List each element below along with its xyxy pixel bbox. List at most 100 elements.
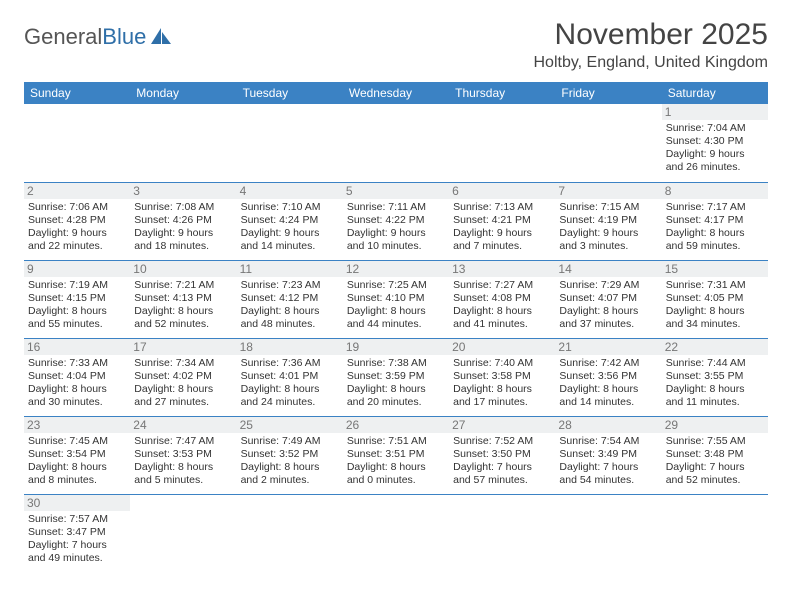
calendar-cell: 2Sunrise: 7:06 AMSunset: 4:28 PMDaylight… [24,182,130,260]
day-number: 10 [130,261,236,277]
day-header: Friday [555,82,661,104]
day-detail-line: Daylight: 9 hours [241,227,339,240]
day-detail-line: and 34 minutes. [666,318,764,331]
day-detail-line: Sunrise: 7:11 AM [347,201,445,214]
header-row: GeneralBlue November 2025 Holtby, Englan… [24,18,768,72]
calendar-cell: 10 Sunrise: 7:21 AMSunset: 4:13 PMDayligh… [130,260,236,338]
location: Holtby, England, United Kingdom [533,54,768,72]
day-detail-line: Daylight: 8 hours [28,383,126,396]
day-number: 17 [130,339,236,355]
day-detail-line: Sunrise: 7:19 AM [28,279,126,292]
day-detail-line: Daylight: 9 hours [134,227,232,240]
day-detail-line: Daylight: 7 hours [28,539,126,552]
day-detail-line: and 18 minutes. [134,240,232,253]
day-number: 21 [555,339,661,355]
calendar-cell: 14Sunrise: 7:29 AMSunset: 4:07 PMDayligh… [555,260,661,338]
calendar-cell: 25Sunrise: 7:49 AMSunset: 3:52 PMDayligh… [237,416,343,494]
day-detail-line: Sunrise: 7:06 AM [28,201,126,214]
day-detail-line: Sunset: 3:51 PM [347,448,445,461]
day-detail-line: Sunset: 4:02 PM [134,370,232,383]
day-number: 5 [343,183,449,199]
day-detail-line: Daylight: 8 hours [559,305,657,318]
calendar-cell [130,494,236,572]
day-detail-line: Sunset: 4:30 PM [666,135,764,148]
day-detail-line: Sunrise: 7:45 AM [28,435,126,448]
day-detail-line: Sunrise: 7:31 AM [666,279,764,292]
day-detail-line: Sunrise: 7:42 AM [559,357,657,370]
day-detail-line: and 3 minutes. [559,240,657,253]
day-detail-line: Daylight: 8 hours [241,461,339,474]
day-detail-line: Sunrise: 7:15 AM [559,201,657,214]
day-number: 4 [237,183,343,199]
day-detail-line: Sunset: 3:56 PM [559,370,657,383]
calendar-cell [555,104,661,182]
day-number: 13 [449,261,555,277]
day-detail-line: and 24 minutes. [241,396,339,409]
calendar-cell [237,104,343,182]
day-detail-line: and 22 minutes. [28,240,126,253]
day-detail-line: and 0 minutes. [347,474,445,487]
day-detail-line: Sunset: 3:50 PM [453,448,551,461]
calendar-cell [343,104,449,182]
day-detail-line: Sunrise: 7:40 AM [453,357,551,370]
day-detail-line: Daylight: 8 hours [134,383,232,396]
day-header: Saturday [662,82,768,104]
day-detail-line: and 59 minutes. [666,240,764,253]
day-details: Sunrise: 7:25 AMSunset: 4:10 PMDaylight:… [347,279,445,332]
day-details: Sunrise: 7:13 AMSunset: 4:21 PMDaylight:… [453,201,551,254]
day-header-row: Sunday Monday Tuesday Wednesday Thursday… [24,82,768,104]
day-details: Sunrise: 7:44 AMSunset: 3:55 PMDaylight:… [666,357,764,410]
day-details: Sunrise: 7:57 AMSunset: 3:47 PMDaylight:… [28,513,126,566]
day-detail-line: Sunset: 3:47 PM [28,526,126,539]
day-detail-line: Sunset: 4:28 PM [28,214,126,227]
day-detail-line: Sunrise: 7:29 AM [559,279,657,292]
calendar-cell: 9 Sunrise: 7:19 AMSunset: 4:15 PMDaylight… [24,260,130,338]
day-detail-line: and 54 minutes. [559,474,657,487]
calendar-cell: 13Sunrise: 7:27 AMSunset: 4:08 PMDayligh… [449,260,555,338]
day-number: 24 [130,417,236,433]
day-detail-line: and 37 minutes. [559,318,657,331]
day-detail-line: Daylight: 8 hours [347,461,445,474]
day-detail-line: Sunset: 3:48 PM [666,448,764,461]
day-details: Sunrise: 7:29 AMSunset: 4:07 PMDaylight:… [559,279,657,332]
day-number: 1 [662,104,768,120]
day-detail-line: Daylight: 7 hours [559,461,657,474]
calendar-cell: 15Sunrise: 7:31 AMSunset: 4:05 PMDayligh… [662,260,768,338]
day-detail-line: Sunset: 4:04 PM [28,370,126,383]
day-detail-line: Daylight: 8 hours [559,383,657,396]
day-detail-line: Sunrise: 7:10 AM [241,201,339,214]
day-detail-line: Sunrise: 7:34 AM [134,357,232,370]
day-details: Sunrise: 7:19 AMSunset: 4:15 PMDaylight:… [28,279,126,332]
day-detail-line: Sunrise: 7:52 AM [453,435,551,448]
day-detail-line: Sunrise: 7:47 AM [134,435,232,448]
day-detail-line: and 14 minutes. [559,396,657,409]
calendar-cell: 7Sunrise: 7:15 AMSunset: 4:19 PMDaylight… [555,182,661,260]
day-number: 9 [24,261,130,277]
day-detail-line: Sunset: 4:22 PM [347,214,445,227]
day-detail-line: Sunrise: 7:57 AM [28,513,126,526]
calendar-cell: 23Sunrise: 7:45 AMSunset: 3:54 PMDayligh… [24,416,130,494]
day-detail-line: Daylight: 8 hours [134,305,232,318]
day-detail-line: Sunrise: 7:51 AM [347,435,445,448]
day-header: Tuesday [237,82,343,104]
day-detail-line: Sunset: 4:07 PM [559,292,657,305]
day-details: Sunrise: 7:21 AMSunset: 4:13 PMDaylight:… [134,279,232,332]
calendar-row: 30Sunrise: 7:57 AMSunset: 3:47 PMDayligh… [24,494,768,572]
day-number: 3 [130,183,236,199]
day-number: 6 [449,183,555,199]
day-detail-line: Daylight: 7 hours [666,461,764,474]
day-detail-line: Daylight: 8 hours [347,305,445,318]
day-number: 7 [555,183,661,199]
day-header: Thursday [449,82,555,104]
day-detail-line: Sunrise: 7:21 AM [134,279,232,292]
day-details: Sunrise: 7:54 AMSunset: 3:49 PMDaylight:… [559,435,657,488]
day-detail-line: and 48 minutes. [241,318,339,331]
day-detail-line: Daylight: 8 hours [666,383,764,396]
day-details: Sunrise: 7:08 AMSunset: 4:26 PMDaylight:… [134,201,232,254]
day-detail-line: Daylight: 8 hours [28,461,126,474]
calendar-cell [449,104,555,182]
day-detail-line: Daylight: 8 hours [241,383,339,396]
calendar-cell: 8Sunrise: 7:17 AMSunset: 4:17 PMDaylight… [662,182,768,260]
day-number: 20 [449,339,555,355]
day-detail-line: Sunrise: 7:27 AM [453,279,551,292]
